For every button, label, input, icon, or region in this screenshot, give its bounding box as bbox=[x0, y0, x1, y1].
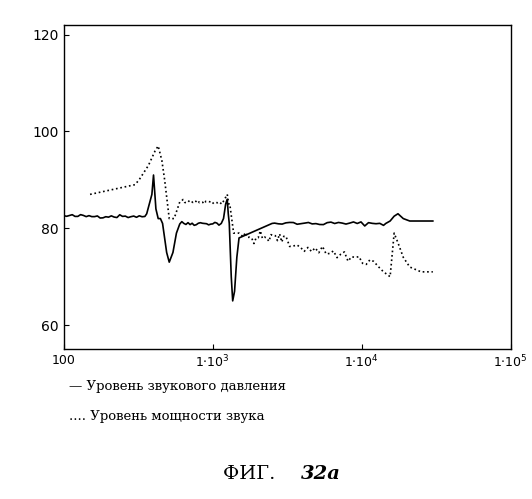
Text: .... Уровень мощности звука: .... Уровень мощности звука bbox=[69, 410, 265, 423]
Text: — Уровень звукового давления: — Уровень звукового давления bbox=[69, 380, 286, 393]
Text: 32а: 32а bbox=[301, 465, 340, 483]
Text: ФИГ.: ФИГ. bbox=[223, 465, 282, 483]
